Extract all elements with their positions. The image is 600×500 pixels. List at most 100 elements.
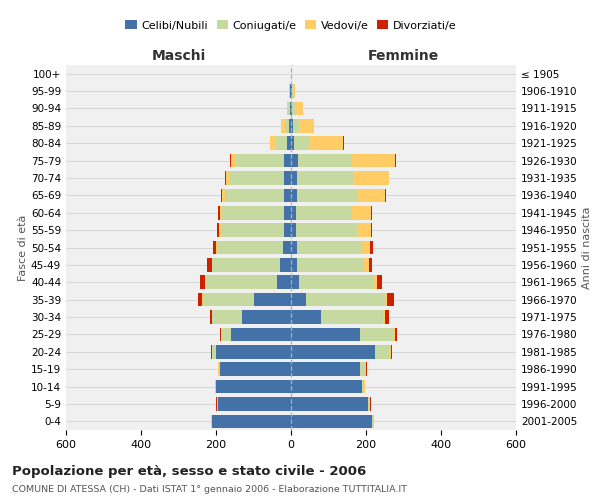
Bar — [217, 397, 218, 410]
Bar — [291, 362, 361, 376]
Bar — [356, 188, 385, 202]
Text: Femmine: Femmine — [368, 50, 439, 64]
Bar — [218, 206, 220, 220]
Bar — [296, 206, 352, 220]
Bar — [395, 154, 396, 168]
Bar — [377, 276, 382, 289]
Bar — [218, 362, 220, 376]
Bar — [296, 240, 362, 254]
Bar — [212, 258, 280, 272]
Bar — [291, 188, 296, 202]
Bar — [352, 154, 395, 168]
Bar — [352, 206, 371, 220]
Bar — [292, 84, 293, 98]
Bar — [209, 310, 212, 324]
Bar — [281, 119, 284, 132]
Bar — [296, 224, 358, 237]
Bar — [276, 136, 287, 150]
Bar — [284, 224, 291, 237]
Bar — [353, 171, 389, 185]
Bar — [220, 206, 221, 220]
Bar — [212, 345, 216, 358]
Bar — [242, 310, 291, 324]
Text: Maschi: Maschi — [151, 50, 206, 64]
Bar — [277, 276, 291, 289]
Bar — [296, 258, 364, 272]
Bar — [207, 258, 212, 272]
Bar — [291, 119, 293, 132]
Bar — [371, 224, 373, 237]
Bar — [292, 102, 295, 115]
Bar — [291, 240, 296, 254]
Bar — [385, 310, 389, 324]
Bar — [291, 345, 376, 358]
Bar — [294, 136, 309, 150]
Bar — [295, 102, 302, 115]
Bar — [306, 293, 385, 306]
Bar — [291, 414, 371, 428]
Bar — [368, 258, 371, 272]
Bar — [395, 328, 397, 341]
Bar — [376, 345, 391, 358]
Bar — [362, 380, 364, 394]
Bar — [298, 154, 352, 168]
Bar — [211, 345, 212, 358]
Bar — [217, 240, 283, 254]
Bar — [197, 293, 202, 306]
Bar — [269, 136, 271, 150]
Bar — [202, 293, 203, 306]
Bar — [291, 328, 361, 341]
Bar — [291, 171, 296, 185]
Bar — [271, 136, 276, 150]
Bar — [284, 119, 289, 132]
Bar — [358, 224, 371, 237]
Bar — [203, 293, 254, 306]
Bar — [309, 136, 343, 150]
Bar — [199, 276, 205, 289]
Bar — [221, 188, 223, 202]
Bar — [296, 188, 356, 202]
Bar — [229, 171, 284, 185]
Bar — [218, 397, 291, 410]
Bar — [213, 240, 216, 254]
Bar — [230, 154, 231, 168]
Bar — [291, 84, 292, 98]
Bar — [371, 206, 372, 220]
Bar — [220, 224, 221, 237]
Bar — [284, 171, 291, 185]
Bar — [371, 414, 373, 428]
Bar — [284, 154, 291, 168]
Bar — [385, 188, 386, 202]
Bar — [220, 362, 291, 376]
Bar — [221, 206, 284, 220]
Bar — [283, 240, 291, 254]
Bar — [215, 380, 216, 394]
Bar — [289, 119, 291, 132]
Bar — [291, 136, 294, 150]
Bar — [221, 224, 284, 237]
Bar — [391, 345, 392, 358]
Bar — [291, 293, 306, 306]
Bar — [291, 380, 362, 394]
Bar — [368, 397, 370, 410]
Bar — [216, 240, 217, 254]
Bar — [291, 397, 368, 410]
Bar — [383, 310, 385, 324]
Bar — [291, 276, 299, 289]
Bar — [321, 310, 383, 324]
Bar — [231, 154, 235, 168]
Bar — [212, 310, 242, 324]
Bar — [364, 258, 368, 272]
Bar — [293, 84, 295, 98]
Bar — [231, 328, 291, 341]
Bar — [370, 240, 373, 254]
Bar — [291, 224, 296, 237]
Bar — [373, 276, 377, 289]
Bar — [287, 136, 291, 150]
Bar — [235, 154, 284, 168]
Bar — [291, 206, 296, 220]
Bar — [290, 84, 291, 98]
Y-axis label: Anni di nascita: Anni di nascita — [582, 206, 592, 289]
Bar — [280, 258, 291, 272]
Bar — [362, 240, 370, 254]
